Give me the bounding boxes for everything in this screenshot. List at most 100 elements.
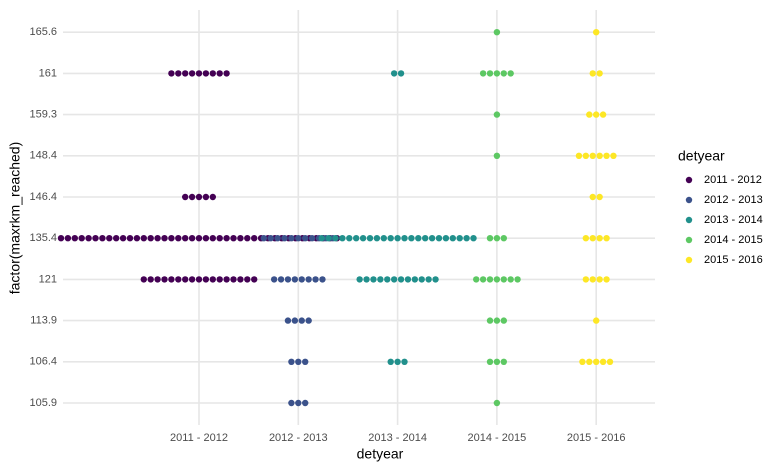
dot (589, 152, 596, 159)
dot (493, 152, 501, 159)
y-tick-label: 165.6 (29, 26, 57, 38)
dot (332, 235, 339, 242)
dot (401, 358, 408, 365)
dot (295, 399, 302, 407)
dot (202, 276, 210, 283)
x-tick-label: 2014 - 2015 (468, 432, 527, 444)
dot (223, 276, 230, 283)
dot (202, 70, 210, 77)
dot (216, 235, 223, 242)
dot (175, 70, 182, 77)
dot (473, 276, 480, 283)
dot (154, 235, 161, 242)
dot (295, 235, 302, 242)
dot (380, 235, 387, 242)
dot (140, 235, 147, 242)
dot (500, 276, 507, 283)
x-axis-title: detyear (357, 446, 404, 462)
dot (586, 111, 593, 118)
dot (223, 235, 230, 242)
dot (432, 276, 439, 283)
dot (500, 235, 507, 242)
dot (92, 235, 99, 242)
dot (387, 235, 394, 242)
dot (493, 111, 501, 118)
dot (479, 70, 487, 77)
dot (216, 70, 223, 77)
dot (470, 235, 477, 242)
dot (244, 276, 251, 283)
dot (589, 276, 596, 283)
dot (260, 235, 267, 242)
dot (319, 276, 326, 283)
dot (346, 235, 353, 242)
dot (195, 235, 203, 242)
dot (71, 235, 79, 242)
dot (596, 235, 603, 242)
dot (175, 235, 182, 242)
dot (593, 111, 600, 118)
dot (325, 235, 332, 242)
dot (500, 317, 507, 324)
legend-label: 2013 - 2014 (704, 214, 763, 226)
dot (582, 152, 590, 159)
dot (493, 399, 501, 407)
dot (486, 70, 494, 77)
legend-label: 2012 - 2013 (704, 194, 763, 206)
dot (493, 358, 501, 365)
dot (298, 276, 305, 283)
dot (209, 235, 216, 242)
dot (209, 70, 216, 77)
dot (397, 276, 405, 283)
dot (188, 70, 196, 77)
dot (284, 317, 292, 324)
dot (168, 70, 175, 77)
dot (85, 235, 92, 242)
dot (507, 276, 514, 283)
dot (593, 317, 600, 324)
dot (267, 235, 274, 242)
dot (422, 235, 429, 242)
dot (579, 358, 586, 365)
legend-label: 2014 - 2015 (704, 234, 763, 246)
dot (182, 276, 189, 283)
dot (411, 276, 419, 283)
legend-swatch (685, 176, 693, 184)
dot (195, 276, 203, 283)
dot (195, 70, 203, 77)
dot (161, 276, 168, 283)
dot (288, 235, 295, 242)
legend-swatch (685, 236, 693, 244)
dot (295, 358, 302, 365)
dot (209, 276, 216, 283)
y-tick-label: 146.4 (29, 191, 57, 203)
dot (168, 235, 175, 242)
dot (168, 276, 175, 283)
dot (394, 358, 401, 365)
dot (493, 317, 501, 324)
dot (230, 276, 237, 283)
dot (449, 235, 456, 242)
dot (418, 276, 425, 283)
dot (302, 358, 309, 365)
dot (377, 276, 384, 283)
dot (486, 276, 494, 283)
dot (603, 235, 610, 242)
x-tick-label: 2011 - 2012 (170, 432, 228, 444)
dot (182, 235, 189, 242)
dot (270, 276, 278, 283)
legend-title: detyear (678, 148, 725, 164)
dot (209, 193, 216, 201)
dot (318, 235, 325, 242)
dot (599, 111, 607, 118)
dot (133, 235, 141, 242)
dot (593, 29, 600, 36)
dot (373, 235, 381, 242)
y-axis-title: factor(maxrkm_reached) (7, 142, 23, 295)
dot (596, 70, 603, 77)
dot (428, 235, 436, 242)
dot (589, 235, 596, 242)
dot (302, 399, 309, 407)
legend-label: 2015 - 2016 (704, 254, 763, 266)
dot (291, 317, 299, 324)
